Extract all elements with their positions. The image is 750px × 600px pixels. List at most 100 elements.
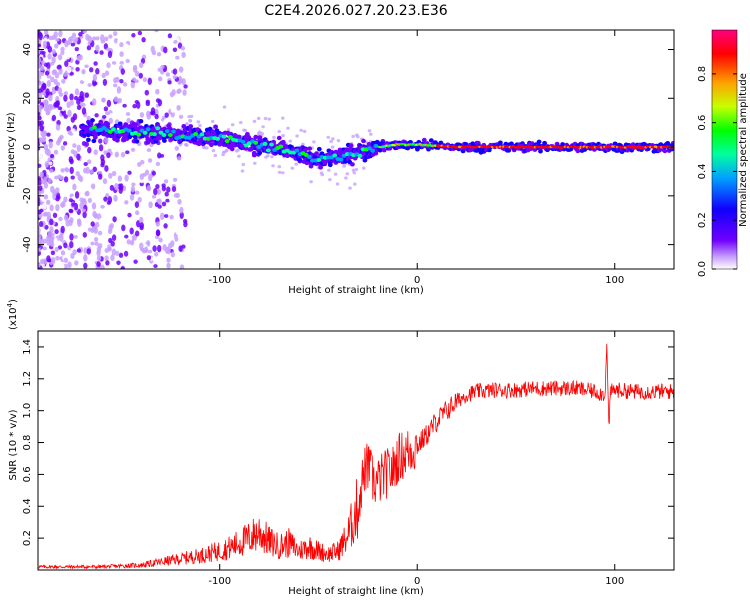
spec-noise-mark — [106, 47, 111, 52]
spec-band-mark — [308, 164, 314, 169]
spec-noise-mark — [69, 233, 74, 241]
colorbar — [711, 29, 738, 270]
spec-noise-mark — [132, 103, 137, 109]
spec-noise-mark — [299, 128, 304, 132]
spec-noise-mark — [126, 190, 131, 197]
spec-noise-mark — [95, 68, 100, 75]
spec-noise-mark — [126, 239, 131, 245]
spec-noise-mark — [163, 46, 168, 54]
spec-noise-mark — [115, 250, 120, 257]
snr-axes: -100 0 100 0.2 0.4 0.6 0.8 1.0 1.2 1.4 — [22, 331, 674, 587]
spec-noise-mark — [66, 125, 71, 132]
spec-noise-mark — [69, 71, 74, 76]
spectrogram-ylabel: Frequency (Hz) — [6, 112, 17, 188]
spec-noise-mark — [46, 74, 52, 79]
spec-noise-mark — [101, 72, 106, 79]
spec-noise-mark — [155, 230, 161, 237]
spec-noise-mark — [39, 171, 44, 178]
spec-noise-mark — [290, 166, 295, 170]
spec-noise-mark — [171, 89, 176, 96]
spec-xtick-label: 0 — [414, 275, 420, 286]
spec-noise-mark — [79, 66, 85, 70]
spec-band-mark — [105, 121, 111, 127]
spec-noise-mark — [69, 217, 74, 224]
spec-noise-mark — [329, 139, 333, 144]
spec-noise-mark — [120, 68, 126, 75]
spec-noise-mark — [84, 141, 90, 147]
spec-noise-mark — [104, 36, 109, 42]
spec-noise-mark — [130, 147, 136, 152]
spec-noise-mark — [48, 141, 53, 149]
spec-noise-mark — [256, 116, 261, 120]
spec-noise-mark — [84, 92, 90, 98]
spec-band-mark — [498, 140, 503, 145]
spec-xtick-label: -100 — [208, 275, 231, 286]
spec-noise-mark — [106, 152, 111, 159]
spec-noise-mark — [263, 116, 268, 121]
spec-ridge-mark — [253, 140, 259, 145]
spec-noise-mark — [125, 112, 131, 116]
spec-band-mark — [162, 138, 167, 143]
spec-noise-mark — [270, 155, 274, 159]
spec-noise-mark — [178, 245, 183, 252]
spec-noise-mark — [120, 266, 125, 269]
spec-band-mark — [204, 131, 210, 136]
spec-noise-mark — [87, 146, 92, 154]
spec-noise-mark — [164, 214, 169, 218]
spec-noise-mark — [46, 235, 51, 242]
spec-noise-mark — [264, 155, 268, 159]
spec-ridge-mark — [107, 129, 113, 134]
spec-noise-mark — [159, 154, 165, 158]
spec-noise-mark — [38, 178, 42, 186]
spec-noise-mark — [100, 264, 105, 269]
spec-noise-mark — [47, 104, 53, 109]
spec-noise-mark — [63, 214, 69, 221]
spec-ytick-label: 0 — [22, 144, 33, 150]
spec-noise-mark — [91, 202, 97, 210]
spec-noise-mark — [98, 138, 103, 144]
spec-noise-mark — [146, 148, 152, 153]
spec-noise-mark — [130, 156, 135, 161]
spec-noise-mark — [58, 30, 63, 38]
spec-ridge-mark — [228, 135, 233, 140]
colorbar-tick-label: 0.8 — [697, 66, 708, 82]
snr-ylabel: SNR (10 * v/v) — [8, 409, 19, 480]
spec-noise-mark — [63, 176, 69, 183]
spec-noise-mark — [140, 159, 145, 165]
spec-ridge-mark — [240, 139, 246, 144]
spec-noise-mark — [87, 197, 93, 203]
spec-noise-mark — [100, 39, 106, 44]
spec-noise-mark — [78, 239, 83, 248]
spec-noise-mark — [351, 134, 356, 138]
spec-band-mark — [117, 121, 123, 126]
spec-noise-mark — [107, 244, 112, 251]
spec-noise-mark — [52, 212, 58, 219]
spec-noise-mark — [49, 241, 55, 247]
spec-noise-mark — [230, 123, 235, 127]
spec-noise-mark — [38, 111, 41, 117]
spec-noise-mark — [178, 114, 184, 119]
spec-ytick-label: 40 — [22, 43, 33, 56]
spec-noise-mark — [170, 107, 176, 113]
spec-noise-mark — [105, 260, 110, 266]
spec-noise-mark — [55, 124, 61, 131]
spec-noise-mark — [277, 129, 282, 134]
spec-noise-mark — [46, 255, 51, 263]
spec-noise-mark — [49, 153, 55, 159]
spec-noise-mark — [188, 119, 193, 123]
spec-noise-mark — [73, 37, 79, 42]
spec-band-mark — [181, 124, 187, 129]
spec-noise-mark — [170, 240, 175, 247]
spec-noise-mark — [59, 234, 64, 242]
spec-noise-mark — [131, 33, 136, 38]
spec-noise-mark — [176, 89, 181, 95]
spec-noise-mark — [38, 185, 43, 192]
spec-noise-mark — [211, 149, 216, 153]
spec-noise-mark — [38, 79, 41, 87]
spec-noise-mark — [55, 255, 60, 261]
spec-noise-mark — [38, 220, 44, 228]
spec-noise-mark — [173, 227, 178, 233]
spec-noise-mark — [87, 35, 93, 44]
spec-noise-mark — [55, 100, 60, 107]
